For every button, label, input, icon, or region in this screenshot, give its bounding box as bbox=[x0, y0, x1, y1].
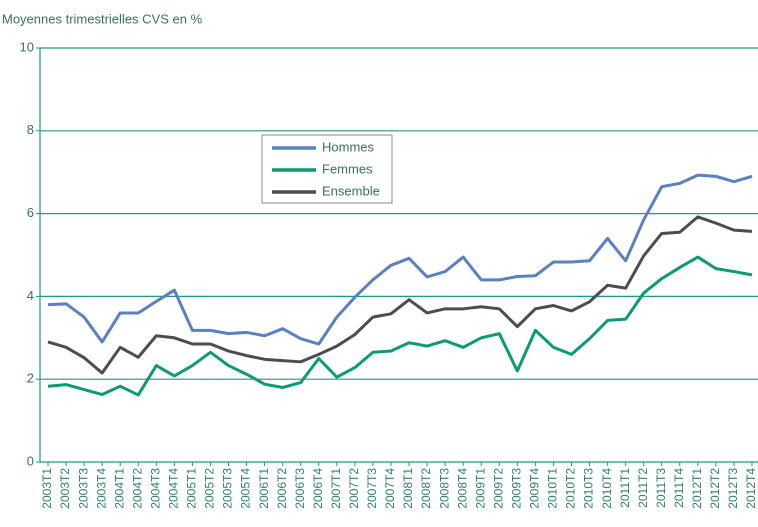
x-tick-label: 2005T1 bbox=[185, 468, 199, 509]
legend-label: Femmes bbox=[322, 161, 373, 176]
x-tick-label: 2003T1 bbox=[40, 468, 54, 509]
x-tick-label: 2003T3 bbox=[76, 468, 90, 509]
y-tick-label: 6 bbox=[27, 205, 34, 220]
x-tick-label: 2011T2 bbox=[636, 468, 650, 508]
x-tick-label: 2011T3 bbox=[654, 468, 668, 508]
x-tick-label: 2004T3 bbox=[148, 468, 162, 509]
x-tick-label: 2007T2 bbox=[347, 468, 361, 509]
x-tick-label: 2008T4 bbox=[455, 468, 469, 509]
x-tick-label: 2004T1 bbox=[112, 468, 126, 509]
y-tick-label: 4 bbox=[27, 288, 34, 303]
y-tick-label: 0 bbox=[27, 453, 34, 468]
x-tick-label: 2006T1 bbox=[257, 468, 271, 509]
x-tick-label: 2004T4 bbox=[167, 468, 181, 509]
x-tick-label: 2010T1 bbox=[546, 468, 560, 509]
series-line bbox=[47, 255, 753, 397]
y-tick-label: 8 bbox=[27, 122, 34, 137]
x-tick-label: 2012T4 bbox=[744, 468, 758, 509]
x-tick-label: 2009T1 bbox=[473, 468, 487, 509]
x-tick-label: 2008T2 bbox=[419, 468, 433, 509]
x-tick-label: 2007T4 bbox=[383, 468, 397, 509]
x-tick-label: 2005T4 bbox=[239, 468, 253, 509]
x-tick-label: 2003T2 bbox=[58, 468, 72, 509]
chart-title: Moyennes trimestrielles CVS en % bbox=[2, 11, 203, 26]
x-tick-label: 2008T3 bbox=[437, 468, 451, 509]
legend: Hommes Femmes Ensemble bbox=[261, 134, 393, 204]
x-tick-label: 2009T2 bbox=[491, 468, 505, 509]
x-tick-label: 2006T4 bbox=[311, 468, 325, 509]
x-tick-label: 2011T4 bbox=[672, 468, 686, 508]
legend-label: Ensemble bbox=[322, 183, 380, 198]
series-line bbox=[47, 215, 753, 375]
x-tick-label: 2007T1 bbox=[329, 468, 343, 509]
x-tick-label: 2003T4 bbox=[94, 468, 108, 509]
x-tick-label: 2007T3 bbox=[365, 468, 379, 509]
x-tick-label: 2005T3 bbox=[221, 468, 235, 509]
x-tick-label: 2010T2 bbox=[564, 468, 578, 509]
x-tick-label: 2012T1 bbox=[690, 468, 704, 509]
x-tick-label: 2008T1 bbox=[401, 468, 415, 509]
series-line bbox=[47, 173, 753, 346]
x-tick-label: 2012T3 bbox=[726, 468, 740, 509]
y-tick-label: 2 bbox=[27, 371, 34, 386]
x-tick-label: 2006T2 bbox=[275, 468, 289, 509]
x-tick-label: 2011T1 bbox=[618, 468, 632, 508]
x-tick-label: 2006T3 bbox=[293, 468, 307, 509]
x-tick-label: 2004T2 bbox=[130, 468, 144, 509]
x-tick-label: 2009T4 bbox=[528, 468, 542, 509]
legend-label: Hommes bbox=[322, 139, 375, 154]
x-tick-label: 2010T4 bbox=[600, 468, 614, 509]
x-tick-label: 2012T2 bbox=[708, 468, 722, 509]
x-tick-label: 2005T2 bbox=[203, 468, 217, 509]
y-tick-label: 10 bbox=[20, 39, 34, 54]
x-tick-label: 2009T3 bbox=[510, 468, 524, 509]
x-tick-label: 2010T3 bbox=[582, 468, 596, 509]
